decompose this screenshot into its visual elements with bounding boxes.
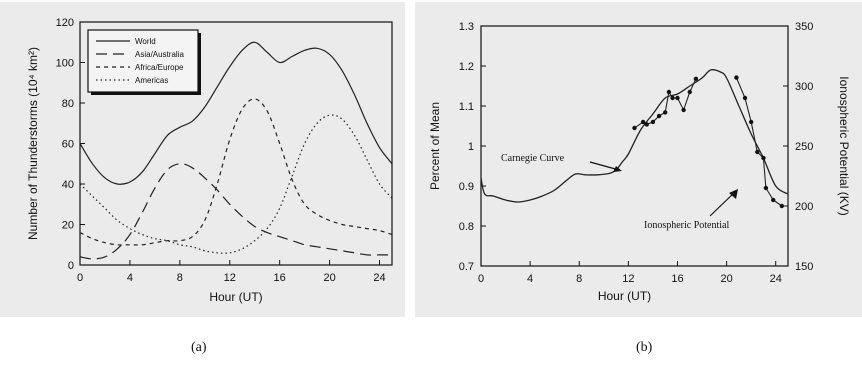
ionospheric-point bbox=[663, 110, 668, 115]
series-line-world bbox=[79, 41, 393, 185]
y-tick-label-a: 40 bbox=[62, 179, 74, 191]
ionospheric-point bbox=[687, 89, 692, 95]
x-tick-label-b: 8 bbox=[576, 273, 582, 285]
x-tick-label-a: 24 bbox=[373, 272, 385, 284]
thunderstorm-chart: 0 4 8 12 16 20 24 0 20 40 60 80 100 120 Hour (UT) Numbe… bbox=[26, 17, 393, 304]
x-tick-label-a: 16 bbox=[274, 272, 286, 284]
y-axis-label-b: Percent of Mean bbox=[428, 102, 442, 190]
carnegie-curve-chart: 0 4 8 12 16 20 24 0.7 0.8 0.9 1 1.1 1.2 1.3 150 200 250 3… bbox=[428, 21, 851, 303]
x-tick-label-b: 12 bbox=[622, 273, 634, 285]
series-line-ionospheric-potential bbox=[735, 77, 783, 207]
y-tick-label-b: 1 bbox=[468, 141, 474, 153]
y-right-tick-label-b: 300 bbox=[795, 81, 813, 93]
x-tick-label-a: 8 bbox=[177, 272, 183, 284]
arrowhead-carnegie bbox=[613, 166, 622, 172]
x-tick-label-b: 20 bbox=[720, 273, 732, 285]
y-tick-label-a: 0 bbox=[68, 260, 74, 272]
y-right-tick-label-b: 200 bbox=[795, 201, 813, 213]
legend-label: World bbox=[135, 37, 156, 46]
ionospheric-point bbox=[670, 95, 675, 101]
ionospheric-point bbox=[675, 95, 680, 101]
x-tick-label-b: 4 bbox=[527, 273, 533, 285]
annotation-carnegie: Carnegie Curve bbox=[501, 153, 565, 164]
x-tick-label-b: 16 bbox=[671, 273, 683, 285]
x-tick-label-b: 24 bbox=[770, 273, 782, 285]
ionospheric-point bbox=[640, 119, 646, 125]
ionospheric-point bbox=[742, 95, 748, 101]
y-tick-label-b: 1.2 bbox=[459, 61, 474, 73]
annotation-ionospheric: Ionospheric Potential bbox=[644, 220, 729, 231]
caption-b: (b) bbox=[636, 340, 653, 355]
ionospheric-point bbox=[632, 125, 637, 131]
ionospheric-point bbox=[681, 107, 686, 113]
x-tick-label-a: 4 bbox=[127, 272, 133, 284]
ionospheric-point bbox=[755, 149, 760, 155]
legend-label: Asia/Australia bbox=[135, 50, 184, 59]
y-tick-label-a: 60 bbox=[62, 139, 74, 151]
ionospheric-point bbox=[693, 76, 699, 82]
x-tick-label-a: 12 bbox=[224, 272, 236, 284]
y-tick-label-b: 1.1 bbox=[459, 101, 474, 113]
caption-a: (a) bbox=[191, 340, 207, 355]
y-tick-label-b: 0.8 bbox=[459, 221, 474, 233]
legend-box bbox=[87, 29, 199, 93]
ionospheric-point bbox=[779, 203, 785, 209]
x-tick-label-a: 20 bbox=[323, 272, 335, 284]
y-tick-label-b: 0.7 bbox=[459, 261, 474, 273]
arrow-carnegie bbox=[589, 161, 620, 171]
ionospheric-point bbox=[734, 75, 739, 80]
ionospheric-point bbox=[644, 122, 649, 127]
arrow-ionospheric bbox=[709, 191, 736, 217]
y-right-tick-label-b: 250 bbox=[795, 141, 813, 153]
arrowhead-ionospheric bbox=[729, 189, 738, 199]
ionospheric-point bbox=[666, 89, 672, 95]
x-axis-label-b: Hour (UT) bbox=[598, 289, 651, 303]
ionospheric-point bbox=[771, 197, 776, 203]
series-line-carnegie-curve bbox=[480, 69, 789, 203]
x-tick-label-a: 0 bbox=[77, 272, 83, 284]
series-line-africa-europe bbox=[79, 98, 393, 246]
y-tick-label-a: 80 bbox=[62, 98, 74, 110]
ionospheric-point bbox=[656, 113, 662, 119]
ionospheric-point bbox=[761, 155, 766, 161]
y-tick-label-a: 20 bbox=[62, 220, 74, 232]
y-right-axis-label-b: Ionospheric Potential (KV) bbox=[837, 76, 851, 215]
legend-label: Africa/Europe bbox=[135, 63, 184, 72]
ionospheric-point bbox=[650, 119, 656, 125]
y-right-tick-label-b: 350 bbox=[795, 21, 813, 33]
series-line-americas bbox=[79, 114, 393, 254]
chart-panel-a: 0 4 8 12 16 20 24 0 20 40 60 80 100 120 Hour (UT) Numbe… bbox=[0, 2, 405, 317]
ionospheric-point bbox=[748, 119, 754, 125]
ionospheric-point bbox=[763, 185, 769, 191]
y-tick-label-b: 0.9 bbox=[459, 181, 474, 193]
chart-panel-b: 0 4 8 12 16 20 24 0.7 0.8 0.9 1 1.1 1.2 1.3 150 200 250 3… bbox=[415, 2, 862, 317]
legend-label: Americas bbox=[135, 76, 168, 85]
series-line-asia-australia bbox=[79, 163, 392, 260]
y-tick-label-a: 120 bbox=[56, 17, 74, 29]
plot-frame-b bbox=[480, 25, 789, 267]
y-axis-label-a: Number of Thunderstorms (10⁴ km²) bbox=[26, 47, 40, 240]
x-axis-label-a: Hour (UT) bbox=[209, 290, 262, 304]
y-tick-label-b: 1.3 bbox=[459, 21, 474, 33]
x-tick-label-b: 0 bbox=[478, 273, 484, 285]
y-right-tick-label-b: 150 bbox=[795, 261, 813, 273]
y-tick-label-a: 100 bbox=[56, 58, 74, 70]
